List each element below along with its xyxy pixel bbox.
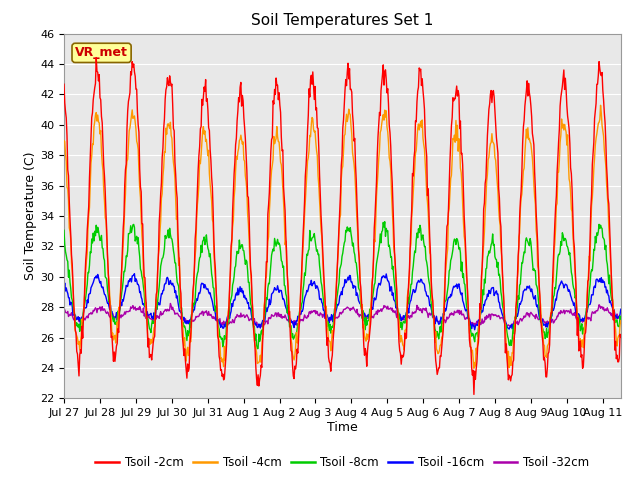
Y-axis label: Soil Temperature (C): Soil Temperature (C) bbox=[24, 152, 37, 280]
Text: VR_met: VR_met bbox=[75, 47, 128, 60]
Legend: Tsoil -2cm, Tsoil -4cm, Tsoil -8cm, Tsoil -16cm, Tsoil -32cm: Tsoil -2cm, Tsoil -4cm, Tsoil -8cm, Tsoi… bbox=[91, 452, 594, 474]
Title: Soil Temperatures Set 1: Soil Temperatures Set 1 bbox=[252, 13, 433, 28]
X-axis label: Time: Time bbox=[327, 421, 358, 434]
